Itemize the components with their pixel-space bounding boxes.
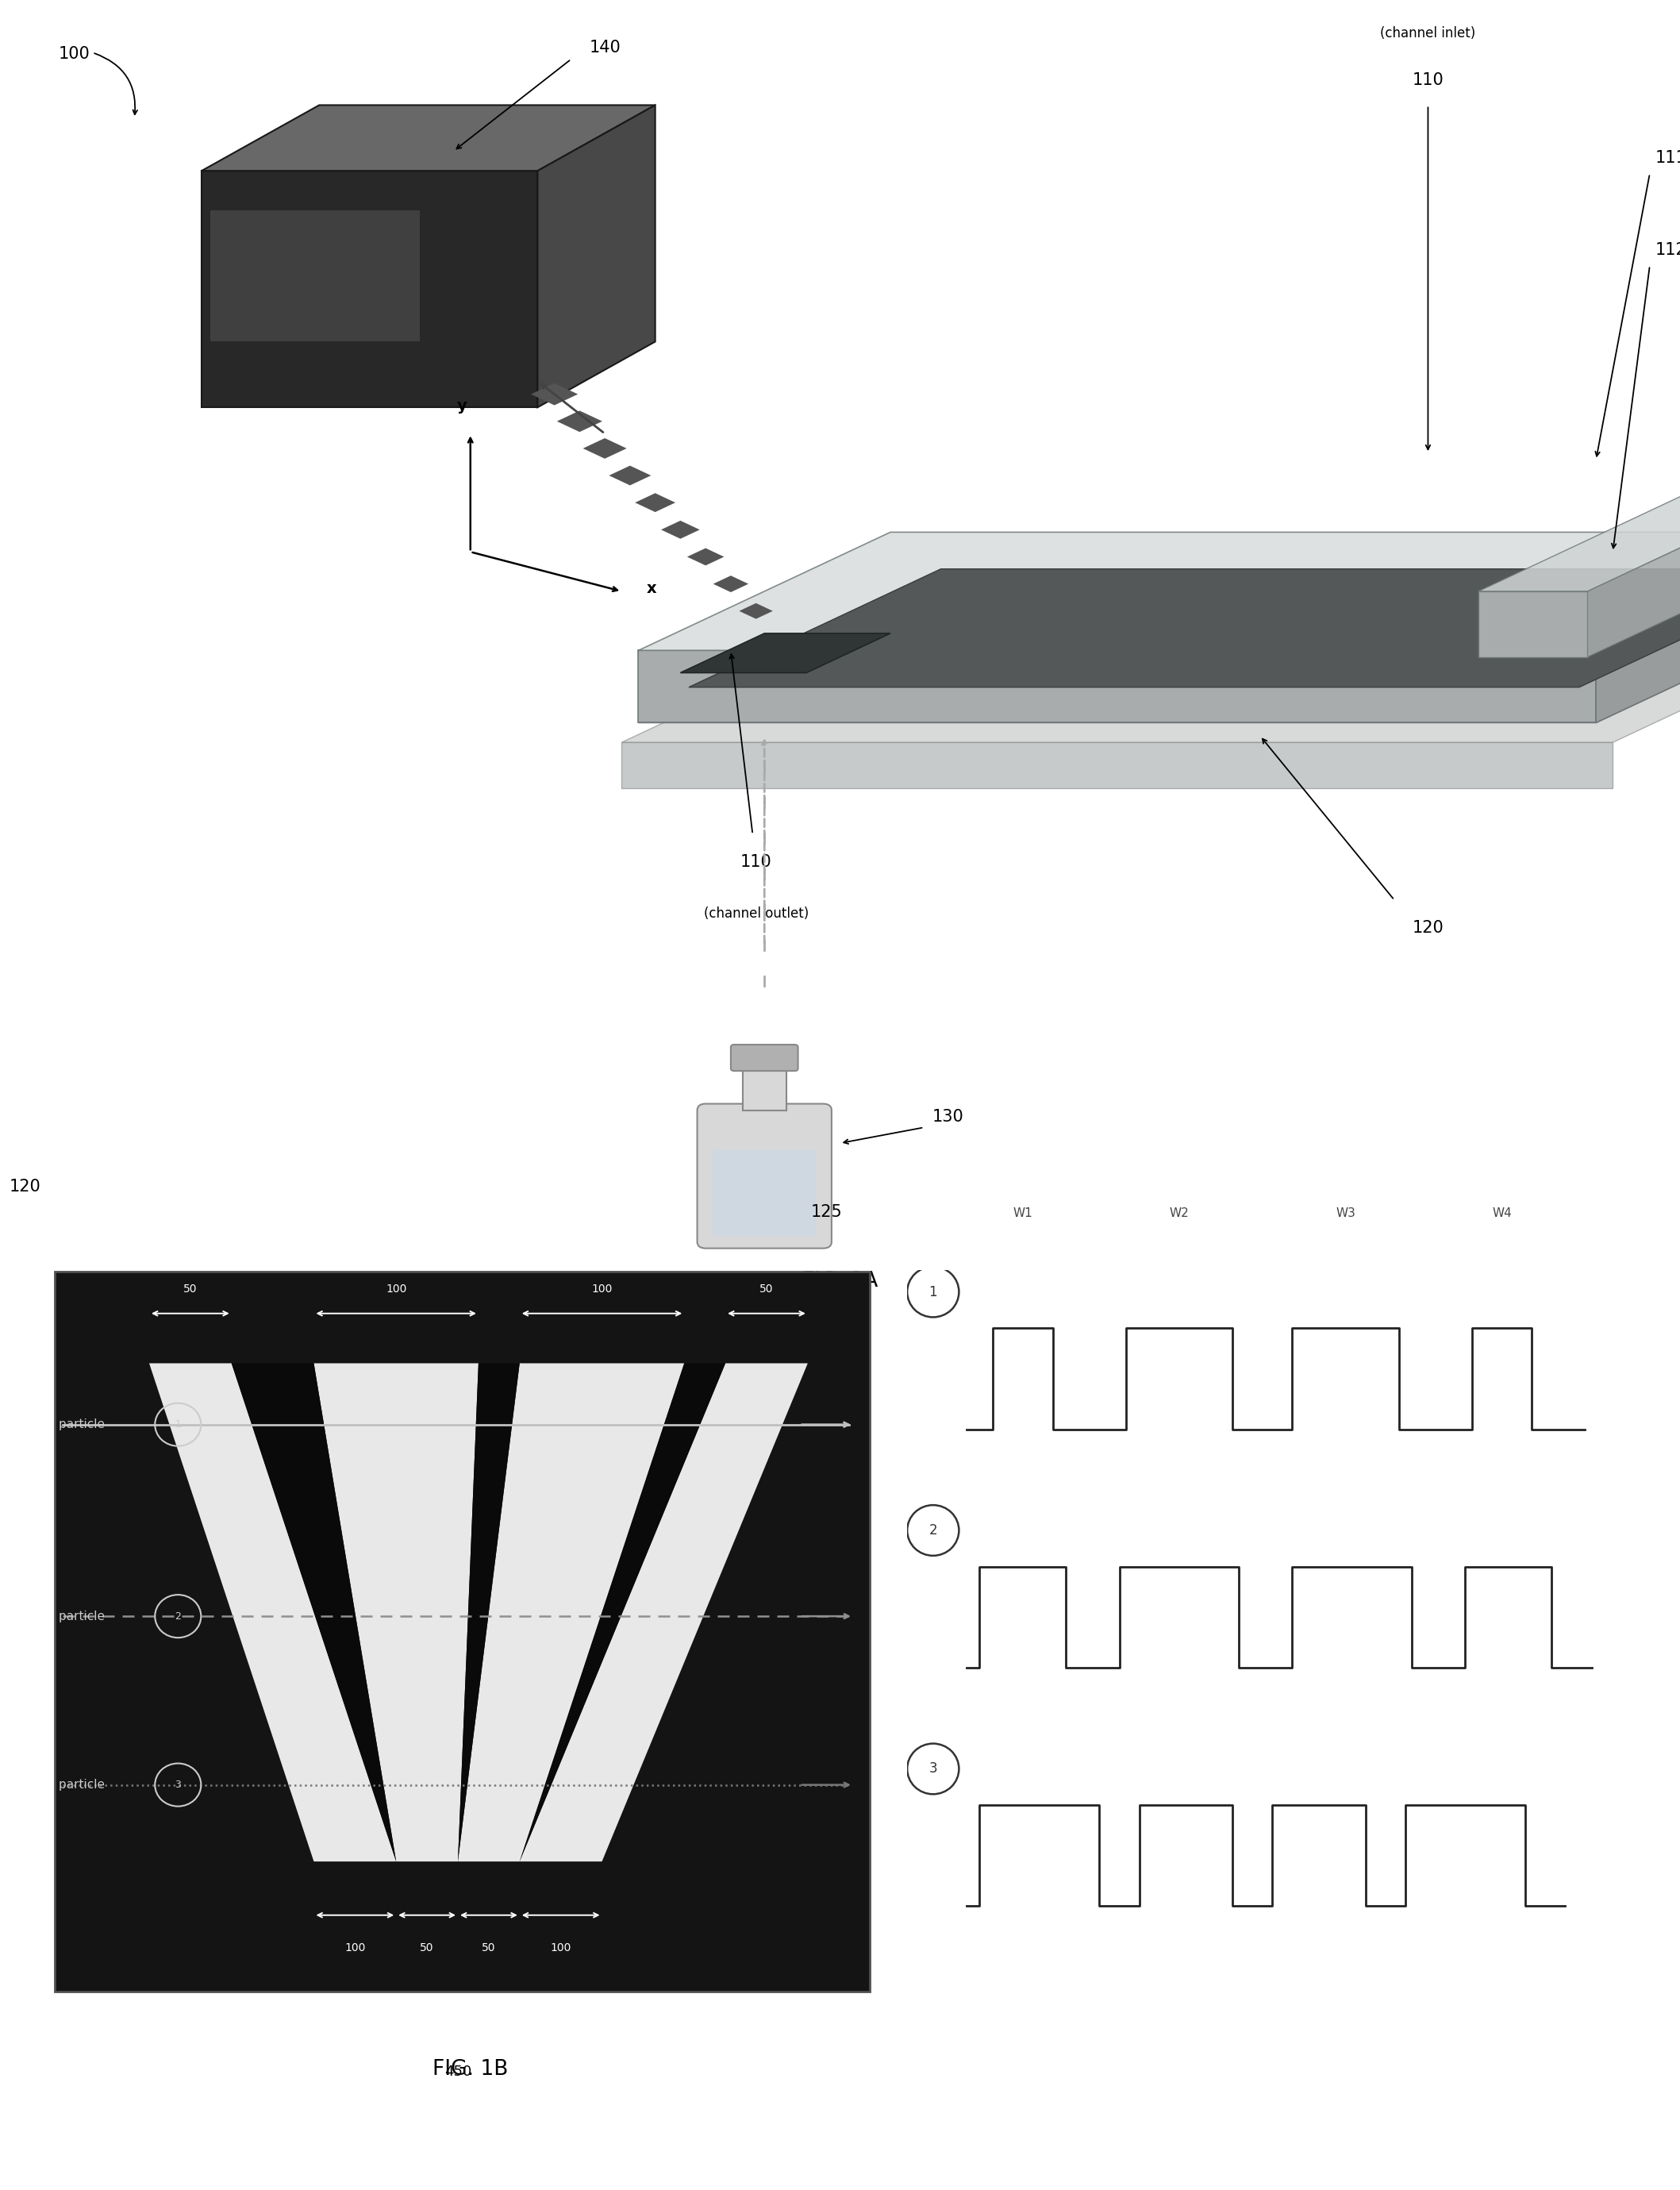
Text: particle: particle <box>59 1778 109 1791</box>
Text: 2: 2 <box>929 1524 937 1537</box>
FancyBboxPatch shape <box>697 1104 832 1248</box>
Text: (channel inlet): (channel inlet) <box>1381 26 1475 42</box>
Polygon shape <box>459 1362 519 1861</box>
Text: 3: 3 <box>929 1761 937 1776</box>
Polygon shape <box>459 1362 684 1861</box>
Text: 120: 120 <box>8 1178 40 1196</box>
Polygon shape <box>531 383 578 405</box>
Text: W1: W1 <box>1013 1207 1033 1220</box>
Text: 140: 140 <box>590 39 620 55</box>
Text: W4: W4 <box>1492 1207 1512 1220</box>
Text: 112: 112 <box>1655 241 1680 258</box>
Text: 120: 120 <box>1413 920 1443 935</box>
Text: FIG. 1B: FIG. 1B <box>432 2059 509 2081</box>
Text: FIG. 1A: FIG. 1A <box>803 1270 877 1292</box>
Text: (channel outlet): (channel outlet) <box>704 907 808 922</box>
Text: 1: 1 <box>929 1286 937 1299</box>
Text: 450: 450 <box>444 2065 472 2078</box>
Text: particle: particle <box>59 1419 109 1430</box>
Text: particle: particle <box>59 1610 109 1623</box>
Bar <box>743 1064 786 1110</box>
Text: 100: 100 <box>344 1943 366 1953</box>
Polygon shape <box>662 521 701 539</box>
Text: x: x <box>647 580 657 596</box>
Text: 50: 50 <box>183 1283 197 1294</box>
Polygon shape <box>638 532 1680 650</box>
Polygon shape <box>739 602 773 620</box>
Polygon shape <box>519 1362 726 1861</box>
Polygon shape <box>687 548 724 565</box>
FancyBboxPatch shape <box>712 1150 816 1237</box>
Polygon shape <box>638 650 1596 723</box>
Text: 50: 50 <box>420 1943 433 1953</box>
Polygon shape <box>202 105 655 171</box>
Polygon shape <box>680 633 890 672</box>
Text: 111: 111 <box>1655 149 1680 166</box>
Polygon shape <box>519 1362 808 1861</box>
Text: 125: 125 <box>811 1204 843 1220</box>
Text: y: y <box>457 399 467 414</box>
Polygon shape <box>610 466 652 486</box>
Polygon shape <box>558 412 603 431</box>
Polygon shape <box>210 210 420 342</box>
Text: 1: 1 <box>175 1419 181 1430</box>
Polygon shape <box>635 493 675 512</box>
Polygon shape <box>314 1362 479 1861</box>
FancyBboxPatch shape <box>731 1045 798 1071</box>
Polygon shape <box>583 438 627 458</box>
Text: W3: W3 <box>1336 1207 1356 1220</box>
Text: 3: 3 <box>175 1780 181 1789</box>
Polygon shape <box>150 1362 396 1861</box>
Text: 100: 100 <box>386 1283 407 1294</box>
Text: 50: 50 <box>482 1943 496 1953</box>
Text: 100: 100 <box>591 1283 613 1294</box>
Text: 50: 50 <box>759 1283 773 1294</box>
Text: 130: 130 <box>932 1108 964 1126</box>
Polygon shape <box>232 1362 396 1861</box>
Polygon shape <box>538 105 655 407</box>
Polygon shape <box>689 569 1680 688</box>
Text: 2: 2 <box>175 1612 181 1621</box>
Polygon shape <box>1596 532 1680 723</box>
Polygon shape <box>1478 591 1588 657</box>
Polygon shape <box>712 576 749 591</box>
Polygon shape <box>638 604 1680 723</box>
Text: 110: 110 <box>741 854 771 869</box>
Polygon shape <box>1588 473 1680 657</box>
Text: 100: 100 <box>551 1943 571 1953</box>
Polygon shape <box>202 171 538 407</box>
Polygon shape <box>622 742 1613 788</box>
Text: W2: W2 <box>1169 1207 1189 1220</box>
Text: 100: 100 <box>59 46 91 61</box>
Polygon shape <box>1478 473 1680 591</box>
Polygon shape <box>622 624 1680 742</box>
Text: 110: 110 <box>1413 72 1443 88</box>
